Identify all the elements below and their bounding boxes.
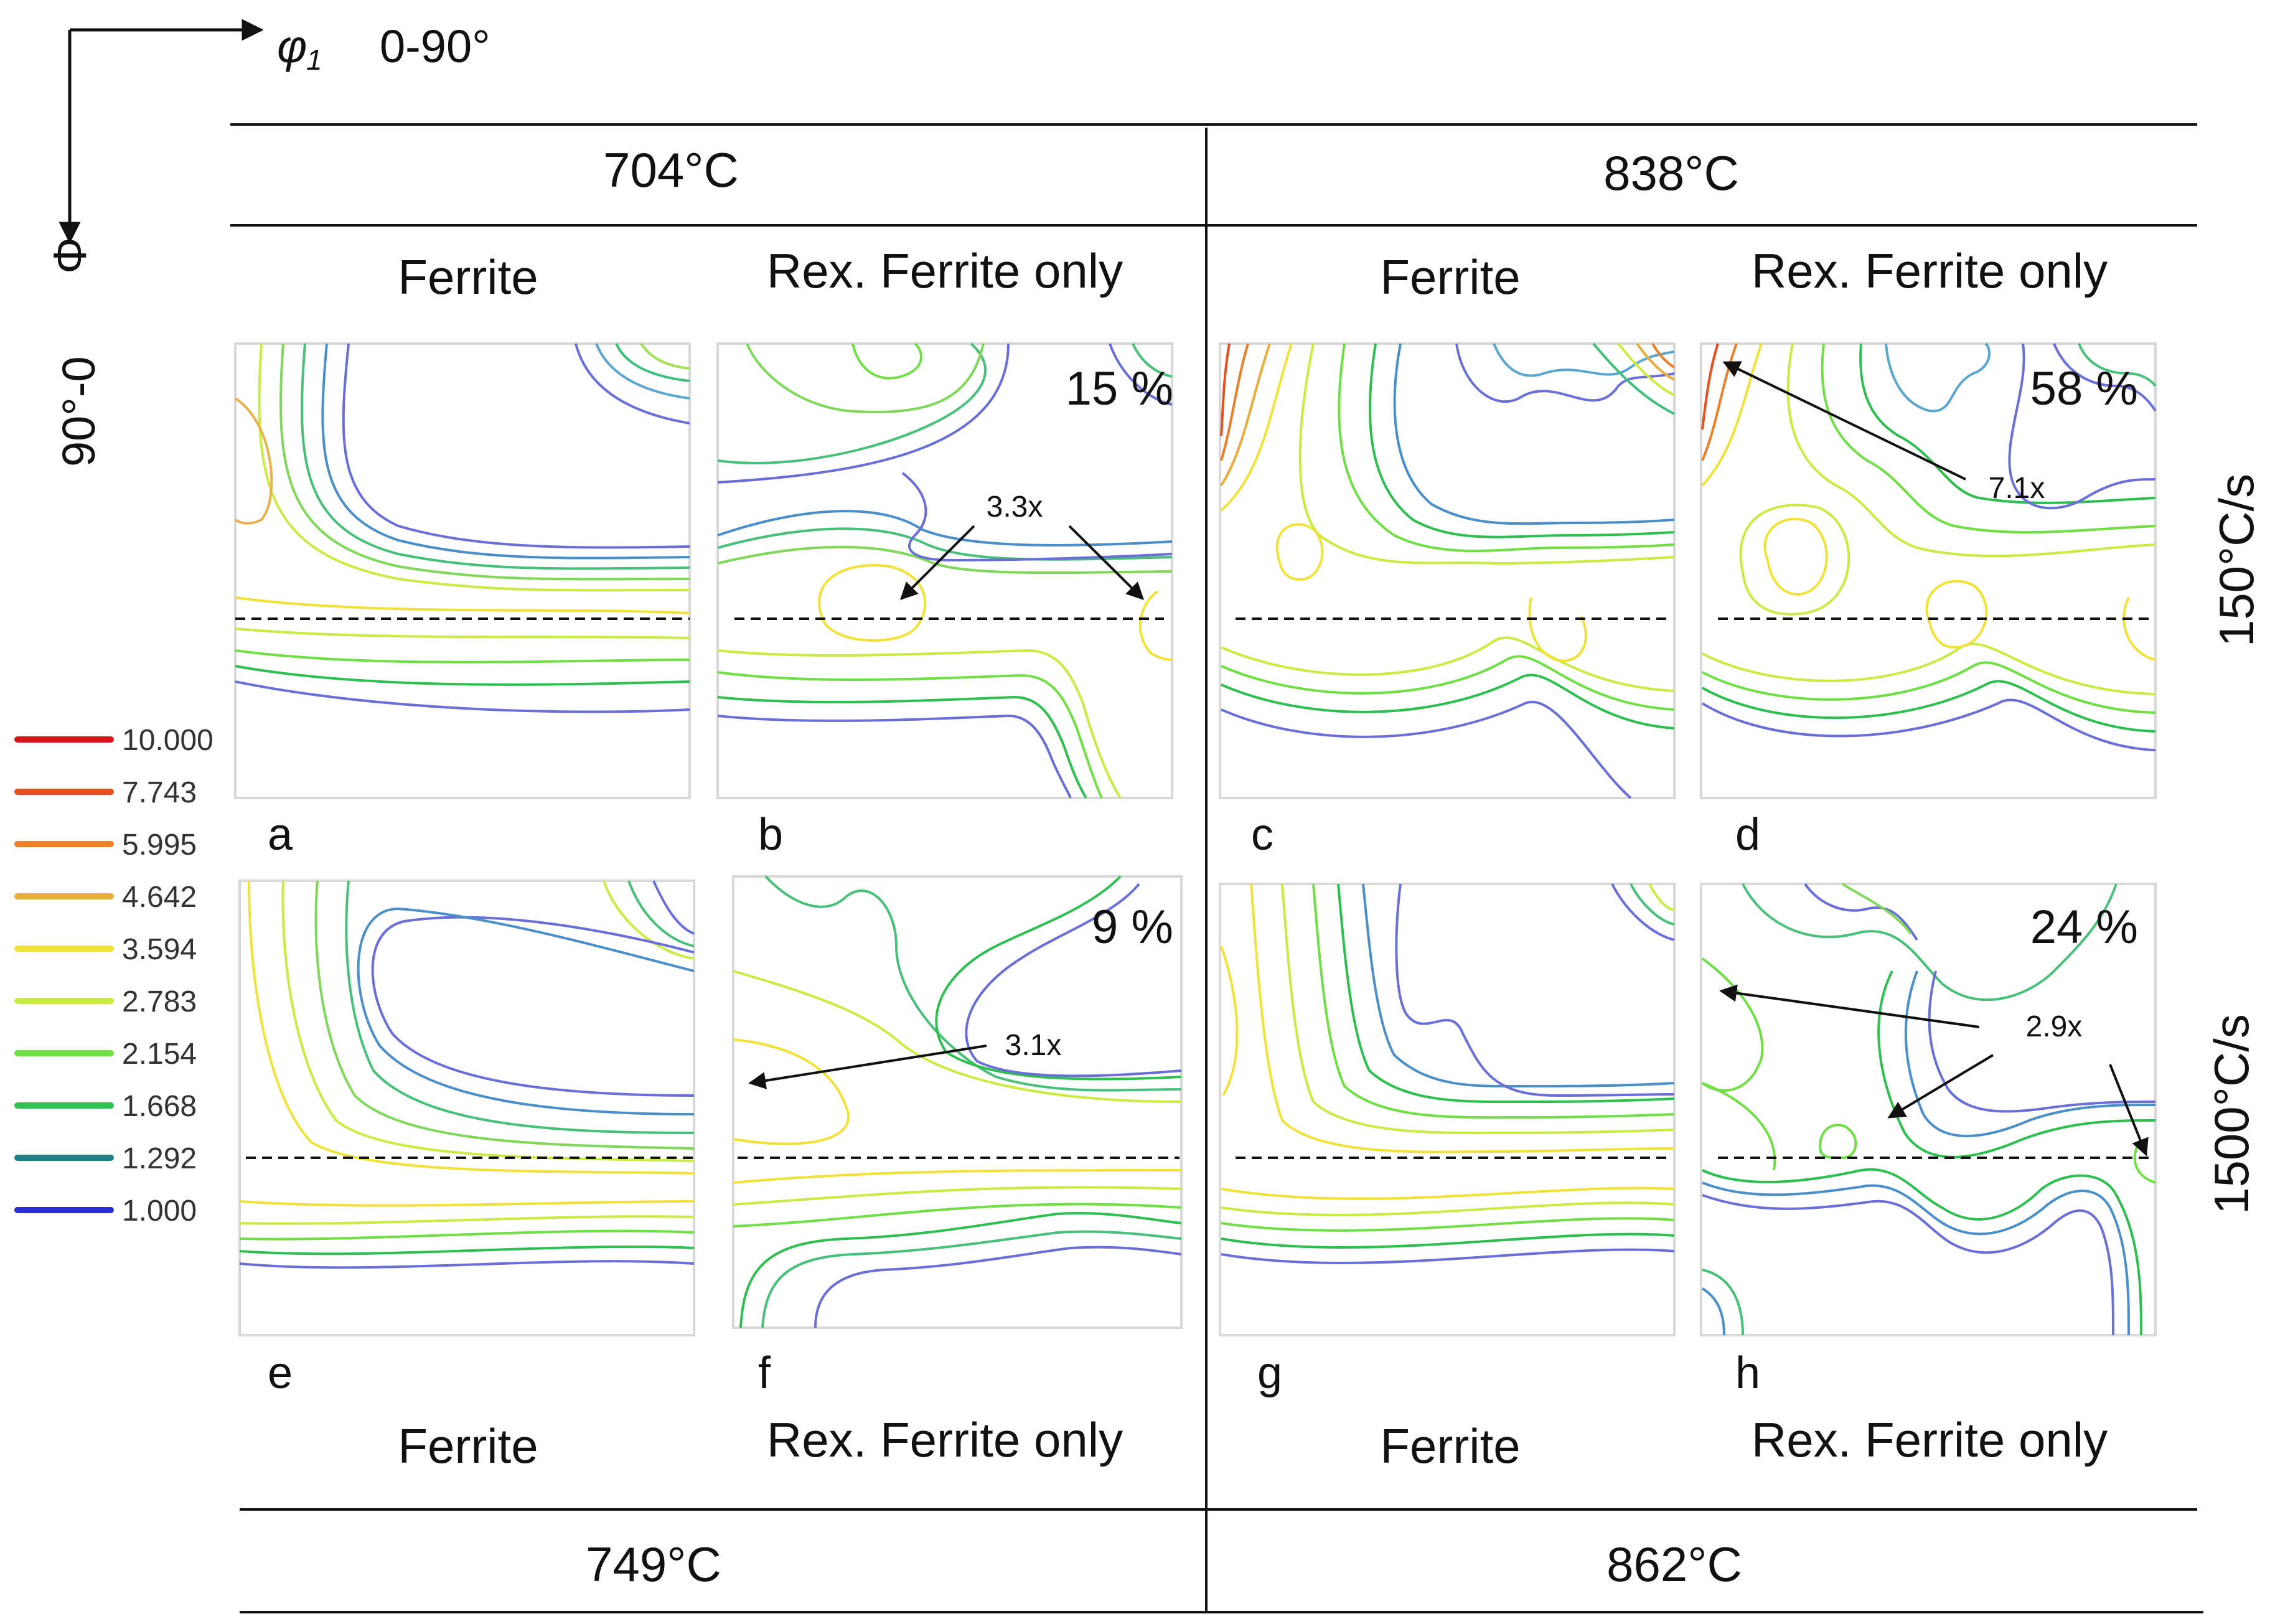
temp-top-right: 838°C xyxy=(1603,146,1739,200)
panel-d-annotation: 7.1x xyxy=(1989,472,2045,505)
temp-bottom-right: 862°C xyxy=(1606,1537,1742,1592)
col-label-rex-1: Rex. Ferrite only xyxy=(767,243,1123,298)
legend-value: 10.000 xyxy=(122,724,213,757)
panel-b-letter: b xyxy=(758,810,783,860)
panel-d-percent: 58 % xyxy=(2030,362,2138,415)
panel-d-letter: d xyxy=(1735,810,1760,860)
temp-bottom-left: 749°C xyxy=(586,1537,721,1592)
panel-a-frame xyxy=(234,342,691,799)
col-label-rex-3: Rex. Ferrite only xyxy=(767,1412,1123,1467)
legend-value: 2.783 xyxy=(122,985,197,1018)
legend-value: 1.668 xyxy=(122,1090,197,1123)
col-label-ferrite-2: Ferrite xyxy=(1380,250,1520,304)
panel-g-letter: g xyxy=(1257,1348,1282,1398)
phi1-subscript: 1 xyxy=(306,44,322,76)
row-rate-bottom: 1500°C/s xyxy=(2204,1014,2259,1214)
panel-d-arrows xyxy=(1722,361,1966,481)
panel-f: 3.1x 9 % f xyxy=(732,875,1183,1398)
panel-b-percent: 15 % xyxy=(1066,362,1173,415)
panel-e: e xyxy=(238,880,695,1398)
panel-c: c xyxy=(1219,342,1676,860)
phi1-range: 0-90° xyxy=(380,21,490,72)
panel-f-letter: f xyxy=(758,1348,771,1398)
legend-value: 1.292 xyxy=(122,1142,197,1175)
panel-c-letter: c xyxy=(1251,810,1273,860)
panel-h-arrows xyxy=(1719,984,2149,1157)
legend-value: 1.000 xyxy=(122,1195,197,1227)
legend-value: 7.743 xyxy=(122,776,197,809)
panel-g: g xyxy=(1219,883,1676,1398)
panel-d: 7.1x 58 % d xyxy=(1700,342,2157,860)
legend-value: 4.642 xyxy=(122,881,197,914)
col-label-ferrite-3: Ferrite xyxy=(398,1419,538,1473)
Phi-symbol: Φ xyxy=(44,237,96,274)
contour-legend: 10.000 7.743 5.995 4.642 3.594 2.783 2.154 1.66… xyxy=(14,724,213,1227)
panel-h-percent: 24 % xyxy=(2030,901,2138,954)
panel-b: 3.3x 15 % b xyxy=(716,342,1173,860)
panel-c-frame xyxy=(1219,342,1676,799)
panel-f-annotation: 3.1x xyxy=(1005,1029,1062,1062)
panel-h: 2.9x 24 % h xyxy=(1700,883,2157,1398)
panel-a-letter: a xyxy=(268,810,293,860)
panel-a: a xyxy=(234,342,691,860)
panel-e-letter: e xyxy=(268,1348,293,1398)
col-label-ferrite-4: Ferrite xyxy=(1380,1419,1520,1473)
panel-b-frame xyxy=(716,342,1173,799)
phi1-symbol: φ xyxy=(277,21,307,72)
row-rate-top: 150°C/s xyxy=(2209,474,2264,647)
col-label-ferrite-1: Ferrite xyxy=(398,250,538,304)
panel-f-percent: 9 % xyxy=(1092,901,1173,954)
panel-b-annotation: 3.3x xyxy=(987,490,1043,523)
legend-value: 5.995 xyxy=(122,828,197,861)
panel-f-arrows xyxy=(748,1044,987,1089)
col-label-rex-4: Rex. Ferrite only xyxy=(1752,1412,2108,1467)
panel-e-frame xyxy=(238,880,695,1336)
temp-top-left: 704°C xyxy=(603,143,739,197)
table-grid xyxy=(230,123,2203,1613)
panel-b-arrows xyxy=(900,525,1144,600)
axis-indicator: φ 1 0-90° Φ 90°-0 xyxy=(44,19,490,467)
legend-value: 3.594 xyxy=(122,933,197,966)
panel-d-frame xyxy=(1700,342,2157,799)
col-label-rex-2: Rex. Ferrite only xyxy=(1752,243,2108,298)
panel-h-annotation: 2.9x xyxy=(2026,1010,2083,1043)
panel-h-letter: h xyxy=(1735,1348,1760,1398)
legend-value: 2.154 xyxy=(122,1038,197,1071)
Phi-range: 90°-0 xyxy=(53,356,105,467)
